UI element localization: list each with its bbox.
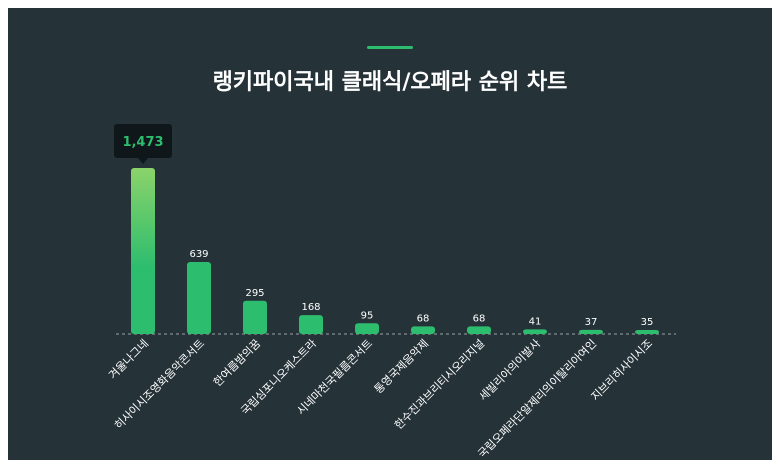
tooltip-value: 1,473 bbox=[122, 135, 163, 150]
value-label-5: 95 bbox=[361, 310, 374, 321]
value-label-3: 295 bbox=[245, 288, 264, 299]
value-label-7: 68 bbox=[473, 313, 486, 324]
category-label-2: 히사이시조영화음악콘서트 bbox=[111, 336, 207, 432]
title-accent-line bbox=[367, 46, 413, 49]
tooltip-box bbox=[114, 124, 172, 158]
value-label-6: 68 bbox=[417, 313, 430, 324]
bar-8[interactable] bbox=[523, 329, 547, 334]
category-label-3: 한여름밤의꿈 bbox=[211, 337, 263, 389]
category-label-1: 겨울나그네 bbox=[106, 337, 151, 382]
bar-2[interactable] bbox=[187, 261, 211, 334]
bar-7[interactable] bbox=[467, 326, 491, 334]
value-label-8: 41 bbox=[529, 316, 542, 327]
value-tooltip: 1,473 bbox=[114, 124, 172, 164]
chart-card: 랭키파이국내 클래식/오페라 순위 차트 겨울나그네 639 히사이시조영화음악콘서… bbox=[8, 8, 772, 460]
bar-10[interactable] bbox=[635, 330, 659, 334]
bar-4[interactable] bbox=[299, 315, 323, 334]
value-label-2: 639 bbox=[189, 249, 208, 260]
bar-5[interactable] bbox=[355, 323, 379, 334]
category-label-6: 통영국제음악제 bbox=[372, 337, 431, 396]
chart-title: 랭키파이국내 클래식/오페라 순위 차트 bbox=[212, 70, 568, 95]
bar-1[interactable] bbox=[131, 168, 155, 334]
bar-chart: 겨울나그네639히사이시조영화음악콘서트295한여름밤의꿈168국립심포니오케스… bbox=[106, 124, 676, 460]
value-label-9: 37 bbox=[585, 317, 598, 328]
value-label-10: 35 bbox=[641, 317, 654, 328]
tooltip-pointer bbox=[138, 158, 148, 164]
value-label-4: 168 bbox=[301, 302, 320, 313]
bar-3[interactable] bbox=[243, 300, 267, 334]
category-label-9: 국립오페라단알제리의이탈리아여인 bbox=[475, 336, 599, 460]
bar-6[interactable] bbox=[411, 326, 435, 334]
bar-9[interactable] bbox=[579, 329, 603, 334]
